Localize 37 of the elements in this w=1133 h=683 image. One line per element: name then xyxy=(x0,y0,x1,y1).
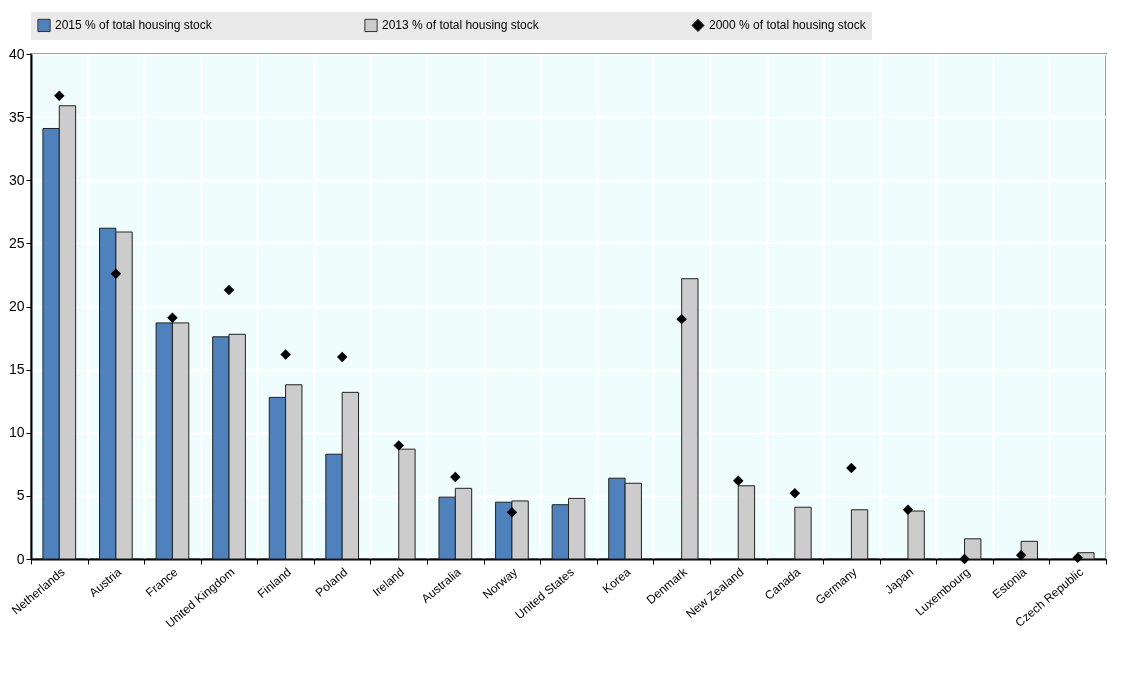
point xyxy=(789,488,801,499)
legend-label: 2015 % of total housing stock xyxy=(55,18,213,33)
bar xyxy=(398,448,416,560)
point xyxy=(280,349,291,360)
bar xyxy=(681,278,699,560)
legend-label: 2000 % of total housing stock xyxy=(709,18,867,33)
y-tick-label: 10 xyxy=(8,424,25,441)
point xyxy=(450,471,461,483)
legend-label: 2013 % of total housing stock xyxy=(382,18,540,33)
point xyxy=(1072,552,1083,563)
y-tick-label: 30 xyxy=(8,171,25,188)
point xyxy=(506,507,518,518)
bar xyxy=(737,485,756,560)
point xyxy=(846,462,857,474)
bar xyxy=(907,510,925,560)
point xyxy=(959,553,970,565)
y-tick-label: 15 xyxy=(8,361,25,378)
point xyxy=(167,312,178,324)
point xyxy=(336,351,348,363)
bar xyxy=(794,506,812,560)
bar xyxy=(1020,540,1038,560)
y-tick-label: 0 xyxy=(16,550,25,567)
point xyxy=(393,440,405,451)
bar xyxy=(850,509,869,560)
point xyxy=(732,475,744,486)
y-tick-label: 5 xyxy=(16,487,25,504)
point xyxy=(223,284,235,296)
point xyxy=(1015,549,1027,561)
y-tick-label: 20 xyxy=(8,298,25,314)
y-tick-label: 35 xyxy=(8,108,25,125)
y-tick-label: 25 xyxy=(8,234,25,251)
point xyxy=(902,504,914,516)
point xyxy=(54,90,65,101)
point xyxy=(676,313,687,325)
bar xyxy=(964,538,982,560)
y-tick-label: 40 xyxy=(8,45,25,62)
point xyxy=(110,268,122,279)
